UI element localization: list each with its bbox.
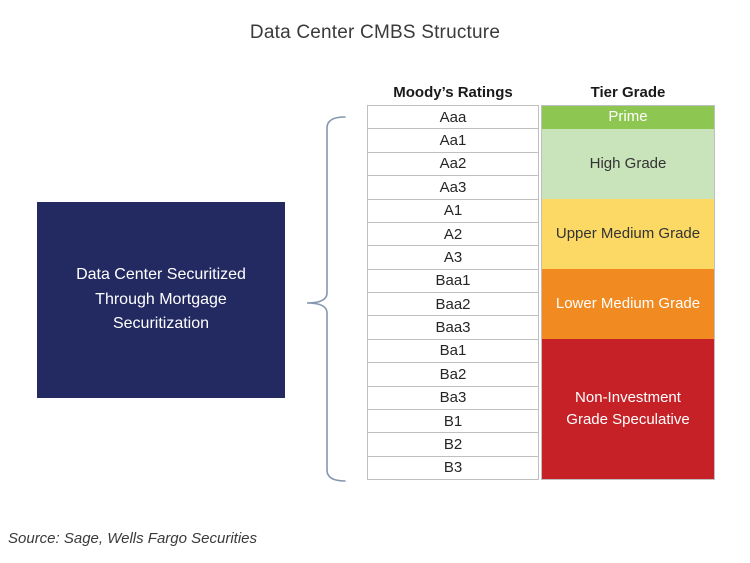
curly-brace-path bbox=[306, 116, 346, 482]
rating-cell: B1 bbox=[368, 410, 538, 434]
tier-label: Lower Medium Grade bbox=[555, 294, 701, 312]
rating-cell: Baa2 bbox=[368, 293, 538, 317]
rating-cell: Ba2 bbox=[368, 363, 538, 387]
tier-cell-upper-medium-grade: Upper Medium Grade bbox=[542, 199, 714, 270]
rating-cell: A2 bbox=[368, 223, 538, 247]
page-title: Data Center CMBS Structure bbox=[249, 22, 501, 43]
rating-cell: Baa3 bbox=[368, 316, 538, 340]
rating-cell: B2 bbox=[368, 433, 538, 457]
source-note: Source: Sage, Wells Fargo Securities bbox=[8, 530, 258, 547]
tier-label: High Grade bbox=[589, 155, 667, 173]
ratings-column: Aaa Aa1 Aa2 Aa3 A1 A2 A3 Baa1 Baa2 Baa3 … bbox=[367, 105, 539, 480]
curly-brace-icon bbox=[306, 116, 346, 482]
rating-cell: A1 bbox=[368, 200, 538, 223]
rating-cell: Aaa bbox=[368, 106, 538, 130]
tier-cell-lower-medium-grade: Lower Medium Grade bbox=[542, 269, 714, 340]
data-center-box-label: Data Center Securitized Through Mortgage… bbox=[76, 265, 246, 333]
rating-cell: Ba1 bbox=[368, 340, 538, 364]
tier-grade-column: Prime High Grade Upper Medium Grade Lowe… bbox=[541, 105, 715, 480]
rating-cell: Baa1 bbox=[368, 270, 538, 293]
tier-grade-header: Tier Grade bbox=[590, 84, 666, 101]
rating-cell: B3 bbox=[443, 459, 463, 477]
rating-cell: Ba3 bbox=[368, 387, 538, 410]
tier-label: Non-Investment Grade Speculative bbox=[566, 388, 690, 429]
tier-cell-high-grade: High Grade bbox=[542, 129, 714, 200]
moodys-ratings-header: Moody’s Ratings bbox=[393, 84, 513, 101]
data-center-box: Data Center Securitized Through Mortgage… bbox=[37, 202, 285, 398]
rating-cell: A3 bbox=[368, 246, 538, 270]
tier-cell-prime: Prime bbox=[542, 106, 714, 130]
rating-cell: Aa1 bbox=[368, 129, 538, 153]
rating-cell: Aa2 bbox=[368, 153, 538, 177]
rating-cell: Aa3 bbox=[368, 176, 538, 200]
tier-cell-non-investment: Non-Investment Grade Speculative bbox=[542, 339, 714, 479]
tier-label: Upper Medium Grade bbox=[555, 224, 701, 242]
tier-label: Prime bbox=[608, 108, 648, 126]
